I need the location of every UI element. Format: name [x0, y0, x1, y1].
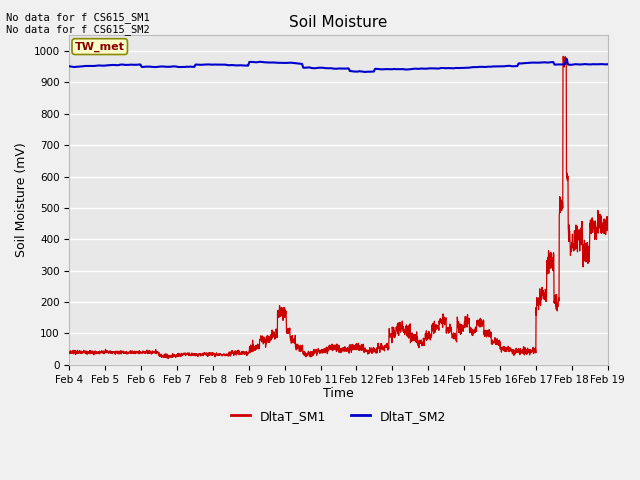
Text: TW_met: TW_met: [75, 41, 125, 52]
Title: Soil Moisture: Soil Moisture: [289, 15, 388, 30]
Legend: DltaT_SM1, DltaT_SM2: DltaT_SM1, DltaT_SM2: [226, 405, 451, 428]
X-axis label: Time: Time: [323, 387, 354, 400]
Text: No data for f CS615_SM1
No data for f CS615_SM2: No data for f CS615_SM1 No data for f CS…: [6, 12, 150, 36]
Y-axis label: Soil Moisture (mV): Soil Moisture (mV): [15, 143, 28, 257]
